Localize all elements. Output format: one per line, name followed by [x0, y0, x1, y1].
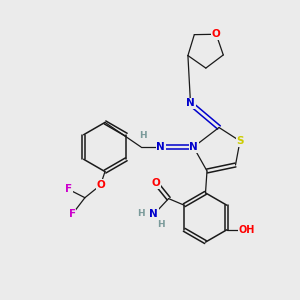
- Text: H: H: [139, 131, 146, 140]
- Text: N: N: [149, 208, 158, 219]
- Text: S: S: [236, 136, 244, 146]
- Text: N: N: [186, 98, 195, 109]
- Text: H: H: [137, 209, 145, 218]
- Text: F: F: [69, 209, 76, 219]
- Text: OH: OH: [238, 225, 254, 235]
- Text: N: N: [156, 142, 165, 152]
- Text: F: F: [65, 184, 72, 194]
- Text: H: H: [158, 220, 165, 229]
- Text: O: O: [212, 29, 220, 39]
- Text: O: O: [96, 180, 105, 190]
- Text: N: N: [189, 142, 198, 152]
- Text: O: O: [152, 178, 160, 188]
